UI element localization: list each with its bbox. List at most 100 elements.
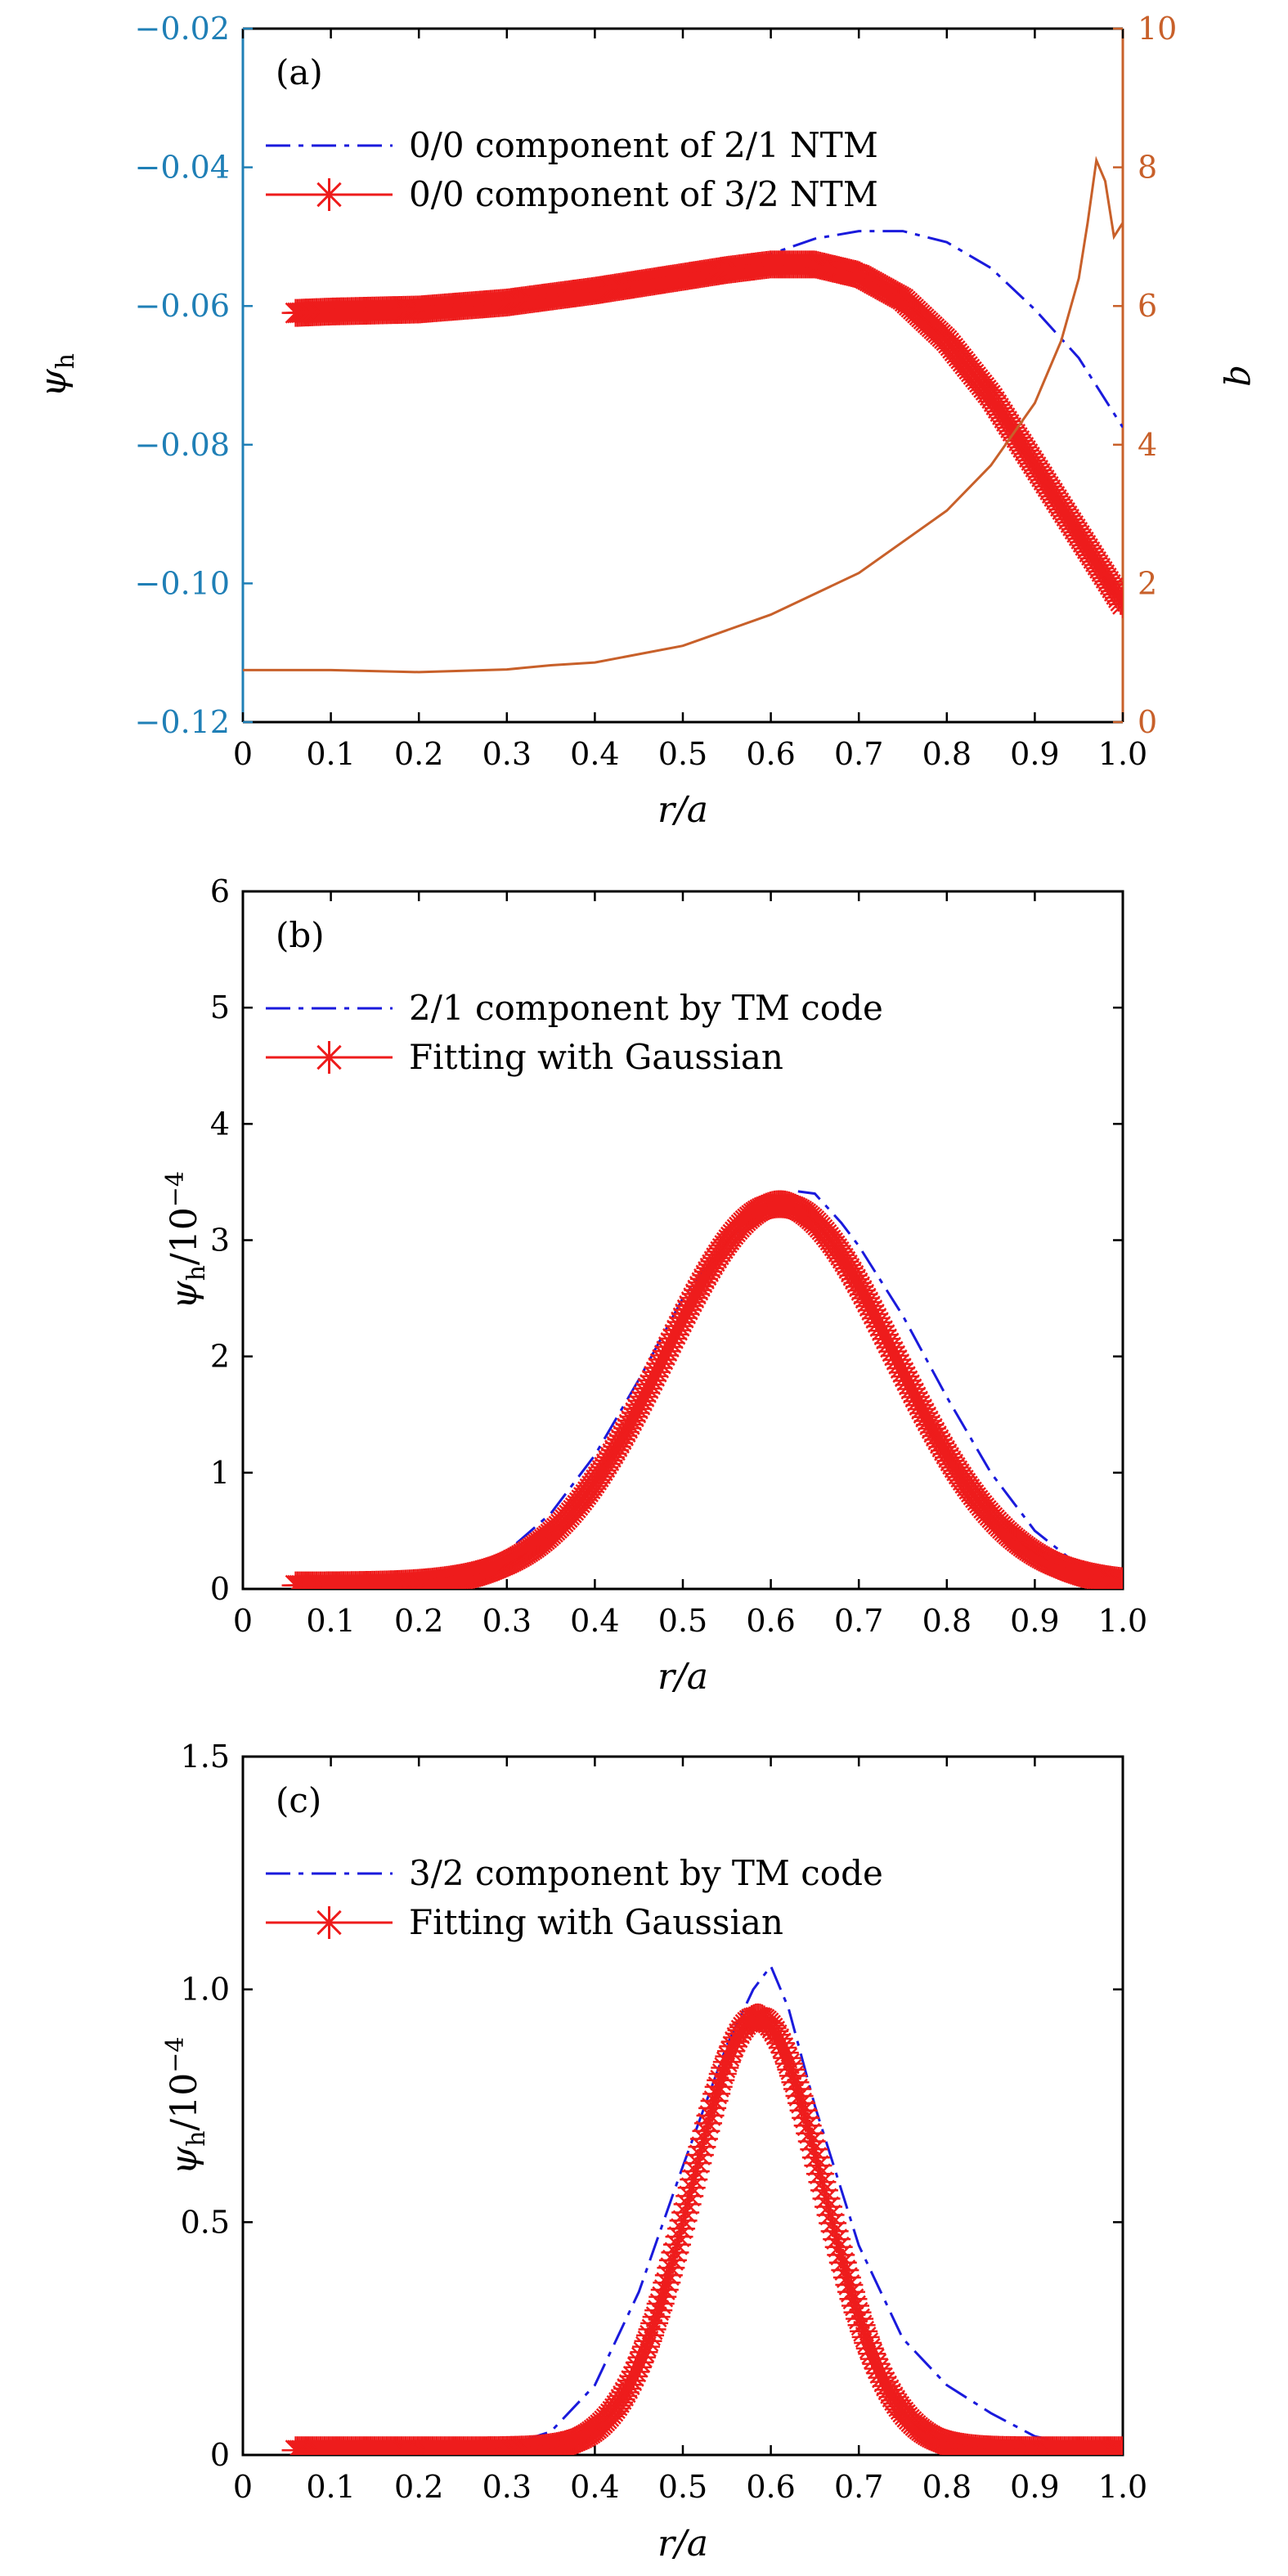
data-point bbox=[698, 2094, 727, 2122]
data-point bbox=[611, 1418, 640, 1447]
data-point bbox=[634, 2327, 662, 2355]
panel-label: (b) bbox=[276, 915, 325, 955]
data-point bbox=[912, 1402, 940, 1431]
x-tick-label: 0.2 bbox=[394, 736, 443, 772]
series-line bbox=[243, 155, 1123, 674]
data-point bbox=[899, 1379, 927, 1407]
data-point bbox=[646, 2289, 675, 2318]
data-point bbox=[789, 2096, 818, 2125]
series-line bbox=[295, 230, 1123, 429]
data-point bbox=[874, 1329, 903, 1358]
x-tick-label: 0.3 bbox=[482, 1603, 532, 1639]
x-tick-label: 1.0 bbox=[1098, 2469, 1147, 2505]
data-point bbox=[685, 1272, 714, 1300]
x-tick-label: 0.5 bbox=[658, 736, 707, 772]
data-point bbox=[684, 2149, 712, 2178]
data-point bbox=[681, 2157, 710, 2186]
data-point bbox=[723, 2023, 752, 2052]
data-point bbox=[607, 1425, 635, 1454]
data-point bbox=[615, 1410, 644, 1438]
x-tick-label: 0.4 bbox=[570, 736, 619, 772]
data-point bbox=[924, 1425, 953, 1454]
data-point bbox=[886, 1354, 915, 1383]
series-3-2-component-by-tm-code bbox=[295, 1963, 1123, 2452]
data-point bbox=[916, 1411, 945, 1439]
data-point bbox=[855, 1292, 884, 1321]
data-point bbox=[661, 1320, 689, 1349]
data-point bbox=[843, 1268, 872, 1297]
data-point bbox=[855, 2334, 884, 2363]
y-tick-label: −0.04 bbox=[135, 150, 230, 186]
data-point bbox=[623, 2353, 652, 2381]
data-point bbox=[824, 2233, 853, 2261]
x-tick-label: 0.2 bbox=[394, 2469, 443, 2505]
x-tick-label: 0.8 bbox=[922, 2469, 972, 2505]
y-axis-label: ψh bbox=[33, 353, 80, 397]
y-tick-label: 0.5 bbox=[181, 2204, 230, 2240]
data-point bbox=[677, 1287, 706, 1316]
data-point bbox=[613, 2374, 642, 2403]
data-point bbox=[862, 1304, 891, 1332]
y-tick-label: −0.10 bbox=[135, 565, 230, 601]
data-point bbox=[675, 1291, 704, 1320]
series-line bbox=[295, 1963, 1123, 2452]
data-point bbox=[858, 2340, 886, 2368]
data-point bbox=[866, 2359, 895, 2388]
y-axis-label: ψh/10−4 bbox=[161, 1171, 211, 1309]
chart-panel-2: 0 0.1 0.2 0.3 0.4 0.5 0.6 0.7 0.8 0.9 1.0 6 5 4 3 2 1 0 r/… bbox=[161, 873, 1147, 1698]
data-point bbox=[858, 1296, 886, 1325]
chart-panel-1: 0 0.1 0.2 0.3 0.4 0.5 0.6 0.7 0.8 0.9 1.0 −0.02 −0.0… bbox=[33, 11, 1263, 831]
y-axis-label: ψh/10−4 bbox=[161, 2037, 211, 2175]
data-point bbox=[908, 1395, 936, 1424]
data-point bbox=[823, 2225, 851, 2254]
data-point bbox=[623, 1394, 652, 1423]
x-tick-label: 0.3 bbox=[482, 736, 532, 772]
data-point bbox=[832, 2264, 861, 2292]
data-point bbox=[831, 2255, 859, 2284]
data-point bbox=[605, 1429, 634, 1457]
y-tick-label: 4 bbox=[210, 1106, 230, 1142]
data-point bbox=[688, 1268, 716, 1297]
data-point bbox=[873, 2372, 901, 2400]
data-point bbox=[1109, 2436, 1123, 2455]
data-point bbox=[631, 2332, 660, 2361]
data-point bbox=[619, 2362, 648, 2390]
x-tick-label: 0.7 bbox=[834, 736, 883, 772]
y-tick-label: 3 bbox=[210, 1223, 230, 1259]
data-point bbox=[600, 1436, 629, 1465]
data-point bbox=[653, 1337, 681, 1366]
data-point bbox=[846, 2304, 874, 2333]
data-point bbox=[689, 2125, 718, 2153]
x-tick-label: 0 bbox=[233, 1603, 253, 1639]
y2-tick-label: 6 bbox=[1138, 288, 1157, 324]
x-tick-label: 0.4 bbox=[570, 2469, 619, 2505]
data-point bbox=[765, 2025, 793, 2053]
data-point bbox=[866, 1313, 895, 1341]
data-point bbox=[613, 1414, 642, 1443]
data-point bbox=[783, 2075, 812, 2103]
y2-axis-label: q bbox=[1222, 364, 1263, 387]
data-point bbox=[797, 2127, 826, 2156]
data-point bbox=[851, 2322, 880, 2351]
legend-item: Fitting with Gaussian bbox=[266, 1902, 783, 1942]
data-point bbox=[667, 1308, 696, 1336]
x-tick-label: 1.0 bbox=[1098, 1603, 1147, 1639]
data-point bbox=[808, 2168, 837, 2197]
y2-tick-label: 10 bbox=[1138, 11, 1177, 47]
data-point bbox=[669, 2206, 698, 2235]
series-fitting-with-gaussian bbox=[281, 2003, 1123, 2455]
legend-marker bbox=[312, 178, 346, 211]
data-point bbox=[850, 1280, 878, 1308]
data-point bbox=[658, 2246, 687, 2274]
data-point bbox=[611, 2378, 640, 2407]
data-point bbox=[677, 2174, 706, 2202]
data-point bbox=[619, 1402, 648, 1431]
data-point bbox=[644, 1353, 673, 1382]
data-point bbox=[688, 2133, 716, 2161]
data-point bbox=[715, 2042, 743, 2071]
data-point bbox=[868, 1317, 896, 1345]
x-tick-label: 1.0 bbox=[1098, 736, 1147, 772]
legend-label: Fitting with Gaussian bbox=[409, 1902, 783, 1942]
data-point bbox=[800, 2135, 828, 2164]
